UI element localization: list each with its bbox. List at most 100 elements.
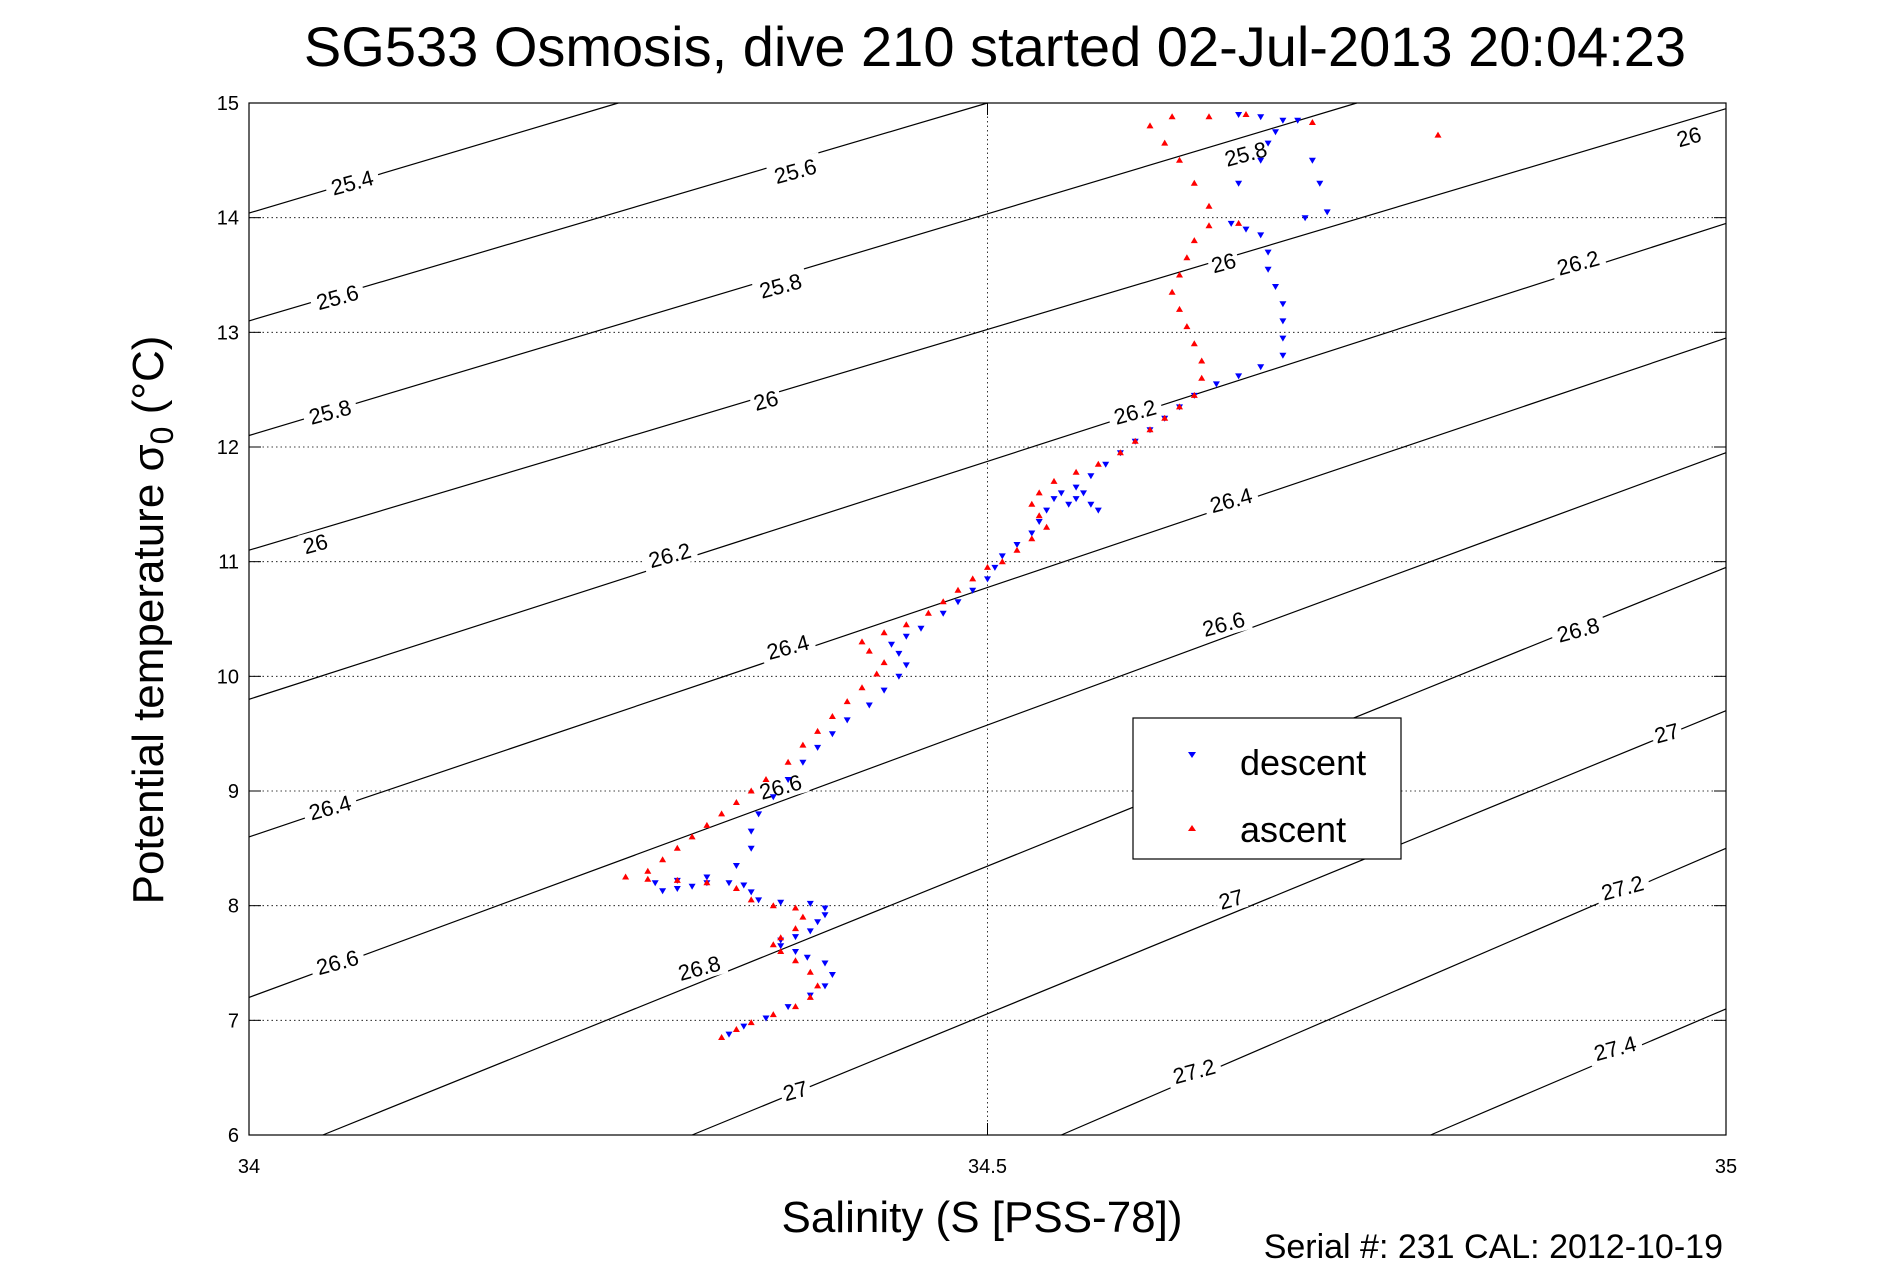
ascent-point-21 — [622, 873, 630, 880]
isopycnal-label-bg-12 — [670, 949, 729, 987]
isopycnal-label-bg-13 — [777, 1074, 813, 1106]
descent-point-40 — [865, 702, 873, 709]
ascent-point-28 — [732, 799, 740, 805]
ascent-point-2 — [747, 1019, 755, 1026]
isopycnal-line-5 — [248, 337, 1727, 838]
ascent-point-46 — [969, 575, 977, 582]
descent-point-83 — [1264, 249, 1272, 256]
y-axis-label-main: Potential temperature σ — [124, 444, 173, 904]
ascent-point-5 — [806, 993, 814, 1000]
ascent-point-71 — [1183, 254, 1191, 261]
ascent-point-62 — [1176, 403, 1183, 410]
isopycnal-label-bg-21 — [1671, 120, 1707, 152]
descent-point-76 — [1257, 364, 1265, 371]
descent-point-97 — [1323, 209, 1331, 216]
descent-point-65 — [1094, 507, 1102, 514]
descent-point-75 — [1235, 373, 1243, 380]
ascent-point-37 — [873, 670, 881, 677]
descent-point-9 — [792, 949, 799, 955]
ascent-point-29 — [747, 787, 755, 794]
descent-point-93 — [1235, 112, 1243, 118]
descent-point-95 — [1308, 157, 1316, 164]
isopycnal-label-bg-1 — [308, 278, 367, 316]
descent-point-19 — [755, 897, 763, 904]
ascent-point-23 — [659, 856, 667, 863]
isopycnal-label-bg-4 — [300, 788, 360, 826]
ascent-point-80 — [1168, 113, 1176, 120]
ascent-point-15 — [769, 902, 777, 909]
isopycnal-label-bg-19 — [1213, 883, 1249, 915]
descent-point-33 — [755, 811, 763, 818]
y-tick-label-5: 11 — [218, 552, 239, 574]
ascent-point-72 — [1190, 237, 1198, 244]
legend-ascent-label: ascent — [1240, 809, 1346, 850]
x-tick-label-0: 34 — [238, 1156, 260, 1178]
ascent-point-33 — [814, 727, 822, 734]
isopycnal-label-8: 26 — [748, 384, 784, 416]
descent-point-77 — [1279, 352, 1287, 359]
ascent-point-26 — [703, 821, 711, 828]
isopycnal-line-6 — [248, 452, 1727, 998]
ascent-point-18 — [703, 879, 711, 886]
ascent-point-39 — [865, 647, 873, 654]
descent-point-35 — [784, 777, 792, 783]
descent-point-89 — [1264, 140, 1272, 147]
ascent-point-16 — [747, 896, 755, 903]
descent-point-50 — [969, 587, 977, 594]
ascent-point-11 — [777, 934, 785, 941]
descent-point-39 — [843, 717, 851, 724]
grid — [249, 103, 1726, 1135]
ascent-point-52 — [1035, 512, 1043, 519]
ascent-point-14 — [792, 904, 799, 911]
descent-point-22 — [725, 880, 733, 887]
isopycnal-label-23: 26.8 — [1548, 610, 1608, 649]
ascent-point-75 — [1205, 202, 1213, 209]
y-tick-label-0: 6 — [228, 1125, 239, 1147]
isopycnal-label-bg-18 — [1194, 605, 1253, 643]
ascent-point-43 — [924, 609, 932, 616]
ascent-point-76 — [1190, 179, 1198, 186]
descent-point-66 — [1087, 473, 1095, 480]
ascent-point-7 — [806, 968, 814, 975]
isopycnal-label-bg-10 — [758, 628, 818, 666]
ascent-point-66 — [1190, 340, 1198, 347]
y-axis-label: Potential temperature σ0 (°C) — [124, 336, 180, 905]
ascent-point-27 — [718, 810, 726, 817]
ascent-point-48 — [998, 558, 1006, 565]
descent-point-47 — [917, 625, 925, 632]
isopycnal-label-bg-20 — [1164, 1052, 1224, 1090]
ascent-point-63 — [1190, 391, 1198, 398]
ascent-point-45 — [954, 586, 962, 593]
descent-point-31 — [747, 845, 755, 852]
ascent-point-44 — [939, 598, 947, 605]
descent-point-17 — [806, 900, 814, 907]
ascent-point-35 — [843, 698, 851, 705]
descent-point-3 — [784, 1004, 792, 1011]
descent-point-8 — [803, 954, 811, 961]
x-axis-label: Salinity (S [PSS-78]) — [781, 1193, 1182, 1242]
descent-point-57 — [1043, 507, 1051, 514]
descent-point-15 — [821, 912, 829, 919]
ascent-point-31 — [784, 758, 792, 765]
ascent-point-41 — [880, 629, 888, 636]
descent-point-18 — [777, 899, 785, 906]
ascent-point-9 — [777, 948, 785, 954]
ascent-point-30 — [762, 776, 770, 782]
ascent-point-19 — [673, 876, 681, 883]
ascent-point-36 — [858, 684, 866, 691]
descent-point-12 — [792, 934, 799, 941]
descent-point-84 — [1257, 232, 1265, 239]
legend-ascent-marker — [1188, 825, 1196, 831]
descent-point-7 — [821, 960, 829, 967]
ascent-point-65 — [1198, 357, 1206, 364]
descent-point-81 — [1272, 284, 1279, 290]
ascent-point-17 — [732, 885, 740, 891]
isopycnal-label-19: 27 — [1213, 883, 1249, 915]
y-tick-label-6: 12 — [217, 437, 239, 459]
isopycnal-line-4 — [248, 222, 1727, 700]
ascent-point-4 — [792, 1003, 799, 1010]
isopycnal-label-bg-6 — [766, 152, 825, 190]
isopycnal-label-bg-17 — [1201, 481, 1261, 519]
descent-point-38 — [828, 731, 836, 738]
ascent-point-79 — [1146, 122, 1154, 129]
